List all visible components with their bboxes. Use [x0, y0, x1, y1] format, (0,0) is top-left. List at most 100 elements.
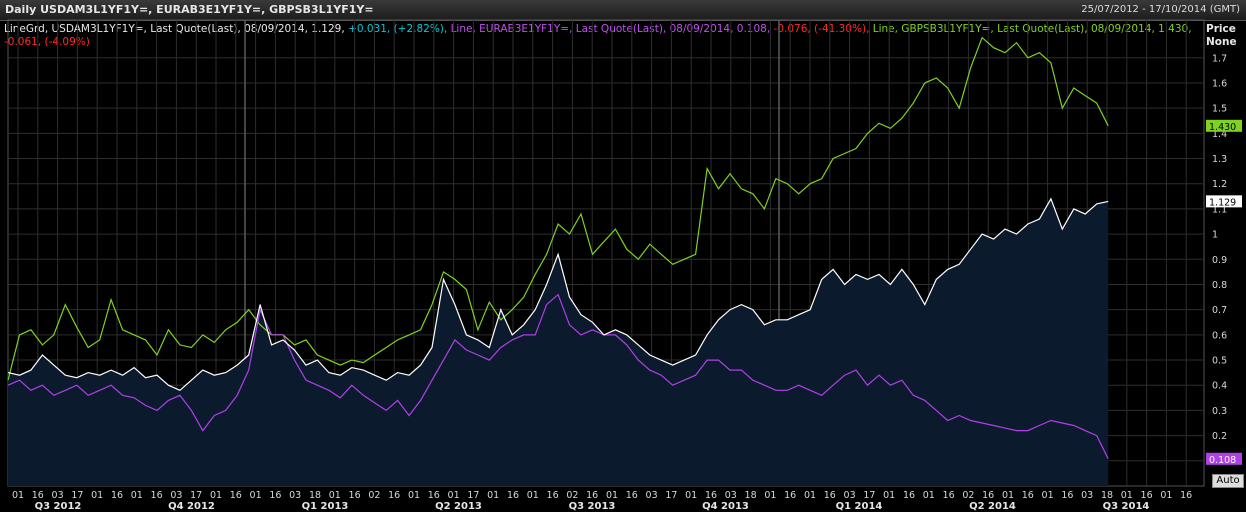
chart-title: Daily USDAM3L1YF1Y=, EURAB3E1YF1Y=, GBPS…: [5, 3, 374, 16]
x-tick-label: 01: [685, 490, 697, 501]
x-tick-label: 01: [329, 490, 341, 501]
x-tick-label: 16: [784, 490, 796, 501]
x-tick-label: 16: [1022, 490, 1034, 501]
x-tick-label: 17: [665, 490, 677, 501]
y-tick-label: 1.7: [1212, 53, 1227, 64]
y-tick-label: 1.1: [1212, 204, 1227, 215]
x-tick-label: 17: [467, 490, 479, 501]
x-tick-label: 16: [547, 490, 559, 501]
x-tick-label: 01: [131, 490, 143, 501]
y-tick-label: 0.7: [1212, 305, 1227, 316]
legend-gbp-change: -0.061, (-4.09%): [4, 36, 90, 48]
x-tick-label: 03: [170, 490, 182, 501]
y-tick-label: 1.5: [1212, 104, 1227, 115]
auto-scale-button[interactable]: Auto: [1212, 474, 1244, 488]
y-tick-label: 1.2: [1212, 179, 1227, 190]
quarter-label: Q4 2013: [702, 501, 749, 512]
quarter-label: Q1 2014: [836, 501, 883, 512]
usd-area-fill: [8, 198, 1109, 487]
x-tick-label: 16: [705, 490, 717, 501]
x-tick-label: 16: [943, 490, 955, 501]
x-tick-label: 16: [32, 490, 44, 501]
y-tick-label: 0.9: [1212, 255, 1227, 266]
date-range: 25/07/2012 - 17/10/2014 (GMT): [1081, 4, 1240, 15]
x-tick-label: 01: [91, 490, 103, 501]
x-tick-label: 16: [428, 490, 440, 501]
x-tick-label: 01: [1042, 490, 1054, 501]
gbp-last-value-box: [1206, 119, 1242, 132]
x-tick-label: 01: [527, 490, 539, 501]
y-tick-label: 0.6: [1212, 330, 1227, 341]
x-tick-label: 16: [269, 490, 281, 501]
x-tick-label: 16: [586, 490, 598, 501]
quarter-label: Q1 2013: [302, 501, 349, 512]
x-tick-label: 16: [349, 490, 361, 501]
chart-legend: LineGrd, USDAM3L1YF1Y=, Last Quote(Last)…: [4, 23, 1194, 49]
x-tick-label: 01: [1160, 490, 1172, 501]
x-tick-label: 18: [1101, 490, 1113, 501]
x-tick-label: 02: [368, 490, 380, 501]
x-tick-label: 18: [309, 490, 321, 501]
x-tick-label: 03: [725, 490, 737, 501]
y-tick-label: 0.2: [1212, 431, 1227, 442]
x-tick-label: 16: [111, 490, 123, 501]
price-axis-header: Price None: [1206, 23, 1246, 49]
y-tick-label: 1.6: [1212, 78, 1227, 89]
legend-usd[interactable]: LineGrd, USDAM3L1YF1Y=, Last Quote(Last)…: [4, 23, 345, 35]
quarter-label: Q2 2013: [435, 501, 482, 512]
x-tick-label: 16: [388, 490, 400, 501]
x-tick-label: 16: [1180, 490, 1192, 501]
legend-gbp[interactable]: Line, GBPSB3L1YF1Y=, Last Quote(Last), 0…: [872, 23, 1192, 35]
x-tick-label: 02: [962, 490, 974, 501]
x-tick-label: 16: [1141, 490, 1153, 501]
x-tick-label: 01: [210, 490, 222, 501]
x-tick-label: 03: [1081, 490, 1093, 501]
x-tick-label: 01: [1121, 490, 1133, 501]
x-tick-label: 17: [190, 490, 202, 501]
x-tick-label: 16: [507, 490, 519, 501]
x-tick-label: 03: [52, 490, 64, 501]
eur-last-value-label: 0.108: [1209, 455, 1236, 466]
x-tick-label: 16: [151, 490, 163, 501]
x-tick-label: 16: [903, 490, 915, 501]
chart-title-bar: Daily USDAM3L1YF1Y=, EURAB3E1YF1Y=, GBPS…: [0, 0, 1246, 21]
gbp-last-value-label: 1.430: [1209, 122, 1236, 133]
legend-eur-change: -0.076, (-41.30%),: [773, 23, 873, 35]
x-tick-label: 01: [12, 490, 24, 501]
gbp-series-line: [7, 36, 1109, 381]
y-tick-label: 1: [1212, 230, 1218, 241]
x-tick-label: 16: [982, 490, 994, 501]
x-tick-label: 01: [923, 490, 935, 501]
x-tick-label: 16: [230, 490, 242, 501]
x-tick-label: 01: [606, 490, 618, 501]
y-tick-label: 1.3: [1212, 154, 1227, 165]
quarter-label: Q3 2012: [35, 501, 82, 512]
x-tick-label: 01: [487, 490, 499, 501]
eur-series-line: [7, 293, 1109, 460]
x-tick-label: 18: [745, 490, 757, 501]
x-tick-label: 01: [883, 490, 895, 501]
usd-last-value-box: [1206, 195, 1242, 208]
x-tick-label: 03: [289, 490, 301, 501]
legend-usd-change: +0.031, (+2.82%),: [348, 23, 451, 35]
x-tick-label: 01: [250, 490, 262, 501]
quarter-label: Q3 2013: [569, 501, 616, 512]
price-label: Price: [1206, 23, 1236, 35]
quarter-label: Q2 2014: [969, 501, 1016, 512]
usd-last-value-label: 1.129: [1209, 197, 1236, 208]
x-tick-label: 01: [448, 490, 460, 501]
legend-eur[interactable]: Line, EURAB3E1YF1Y=, Last Quote(Last), 0…: [450, 23, 774, 35]
x-tick-label: 16: [1061, 490, 1073, 501]
x-tick-label: 01: [764, 490, 776, 501]
y-tick-label: 0.3: [1212, 406, 1227, 417]
eur-last-value-box: [1206, 452, 1242, 465]
x-tick-label: 17: [863, 490, 875, 501]
quarter-label: Q3 2014: [1103, 501, 1150, 512]
y-tick-label: 0.8: [1212, 280, 1227, 291]
price-none-label: None: [1206, 36, 1237, 48]
usd-series-line: [7, 197, 1109, 392]
x-tick-label: 03: [844, 490, 856, 501]
y-tick-label: 0.5: [1212, 356, 1227, 367]
y-tick-label: 0.4: [1212, 381, 1227, 392]
